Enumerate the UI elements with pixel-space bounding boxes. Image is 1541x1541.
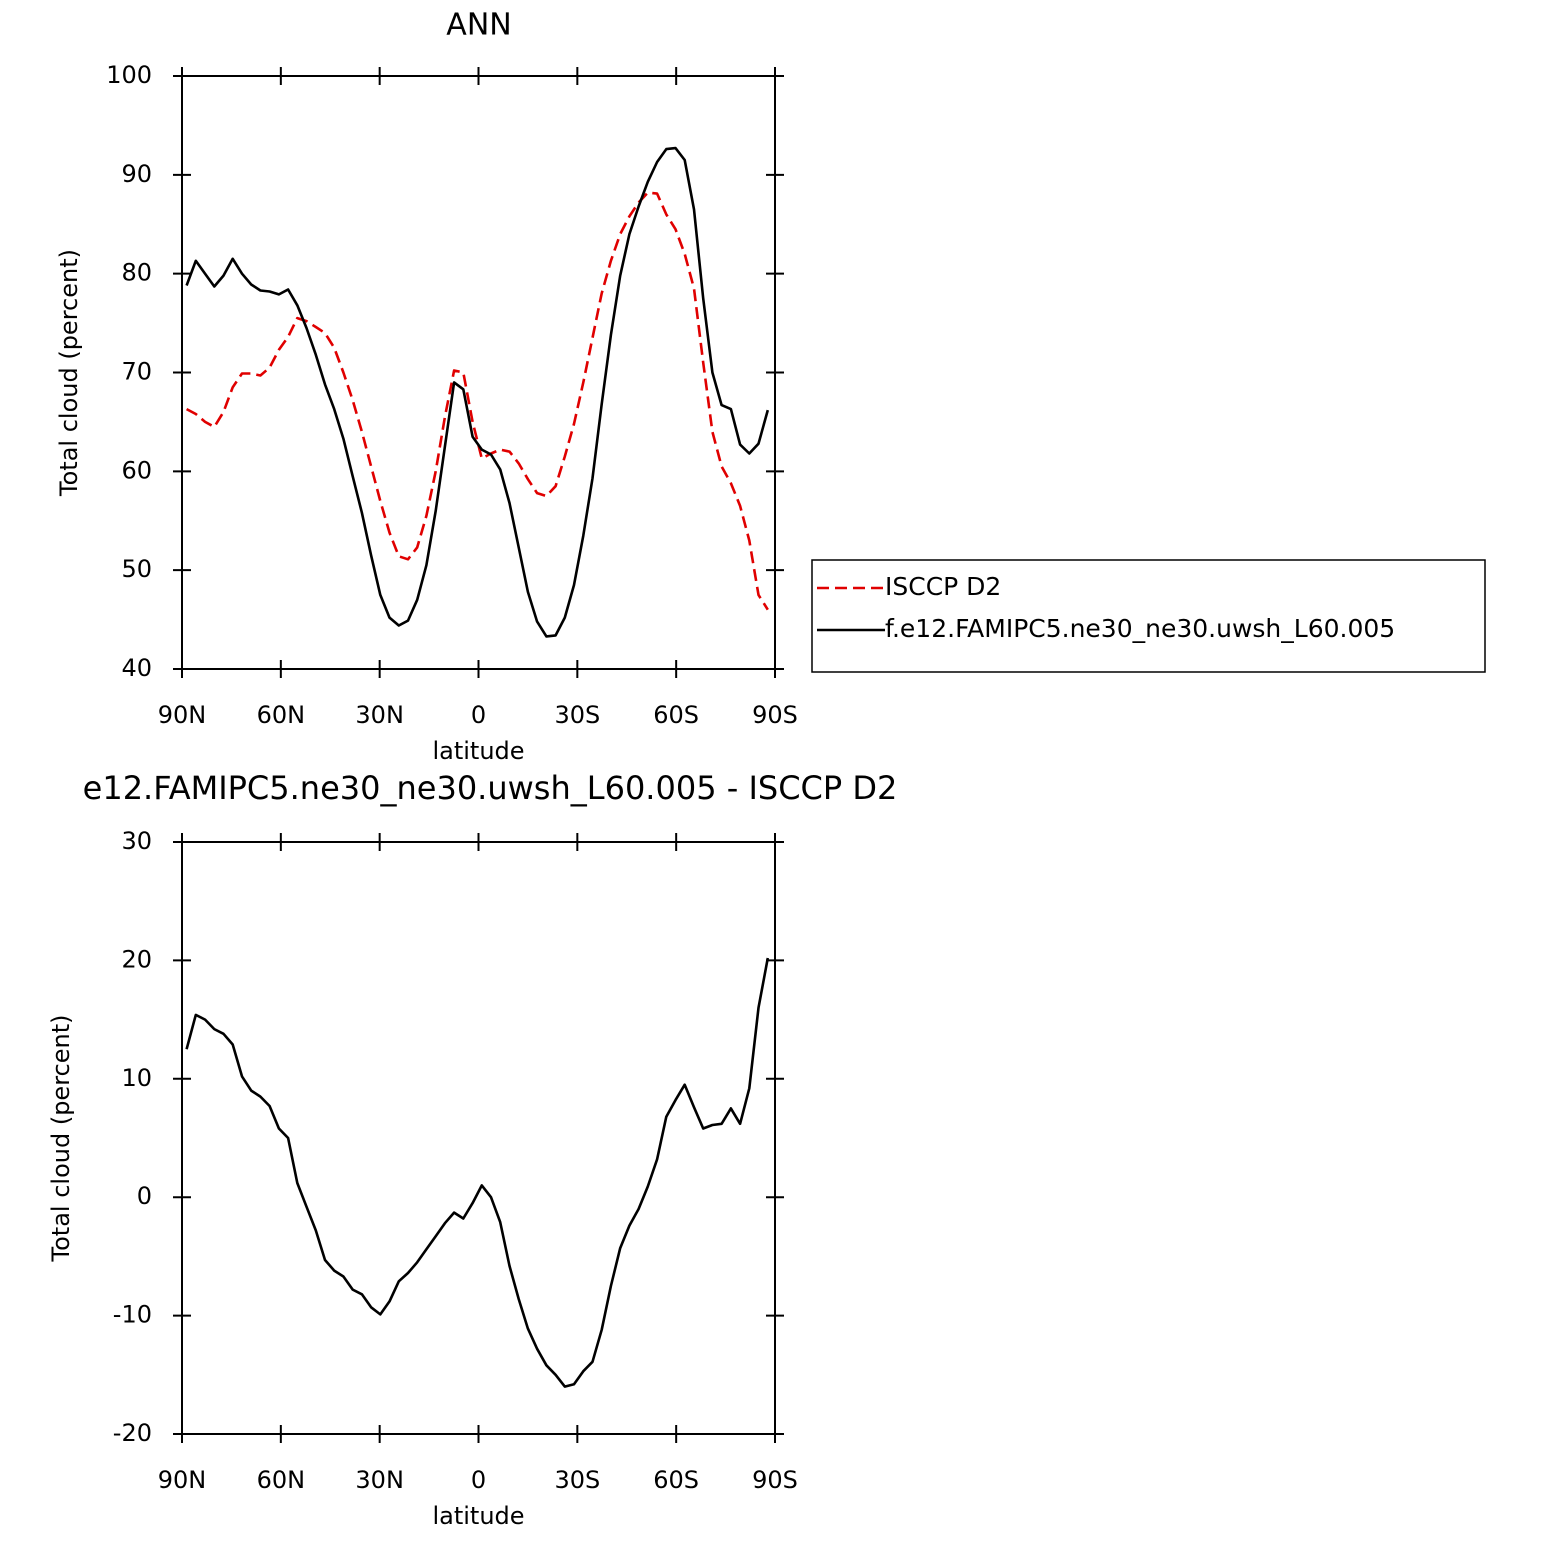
- y-tick-label: 10: [121, 1064, 152, 1092]
- x-tick-label: 30S: [554, 701, 600, 729]
- y-tick-label: -20: [113, 1419, 152, 1447]
- y-tick-label: 80: [121, 259, 152, 287]
- x-tick-label: 90S: [752, 1466, 798, 1494]
- x-tick-label: 60S: [653, 1466, 699, 1494]
- legend-box: [811, 559, 1486, 673]
- x-tick-label: 60S: [653, 701, 699, 729]
- x-tick-label: 60N: [257, 701, 306, 729]
- data-line: [185, 957, 770, 1388]
- y-tick-label: 100: [106, 61, 152, 89]
- x-tick-label: 90S: [752, 701, 798, 729]
- y-tick-label: 90: [121, 160, 152, 188]
- x-tick-label: 30N: [355, 701, 404, 729]
- y-tick-label: 30: [121, 827, 152, 855]
- x-tick-label: 0: [471, 1466, 486, 1494]
- legend-label: f.e12.FAMIPC5.ne30_ne30.uwsh_L60.005: [885, 614, 1395, 643]
- y-axis-label: Total cloud (percent): [47, 1015, 75, 1263]
- chart-title: e12.FAMIPC5.ne30_ne30.uwsh_L60.005 - ISC…: [83, 769, 898, 807]
- y-tick-label: 60: [121, 456, 152, 484]
- x-tick-label: 30S: [554, 1466, 600, 1494]
- y-tick-label: 0: [137, 1182, 152, 1210]
- y-axis-label: Total cloud (percent): [55, 249, 83, 497]
- y-tick-label: 70: [121, 358, 152, 386]
- x-tick-label: 90N: [158, 701, 207, 729]
- data-line: [185, 146, 770, 638]
- y-tick-label: 50: [121, 555, 152, 583]
- y-tick-label: 40: [121, 654, 152, 682]
- plot-frame: [181, 841, 776, 1435]
- x-tick-label: 90N: [158, 1466, 207, 1494]
- y-tick-label: 20: [121, 945, 152, 973]
- chart-title: ANN: [446, 8, 511, 43]
- y-tick-label: -10: [113, 1301, 152, 1329]
- x-tick-label: 0: [471, 701, 486, 729]
- x-axis-label: latitude: [432, 1502, 524, 1530]
- data-line: [185, 191, 769, 611]
- legend-label: ISCCP D2: [885, 572, 1001, 601]
- x-axis-label: latitude: [432, 737, 524, 765]
- x-tick-label: 30N: [355, 1466, 404, 1494]
- x-tick-label: 60N: [257, 1466, 306, 1494]
